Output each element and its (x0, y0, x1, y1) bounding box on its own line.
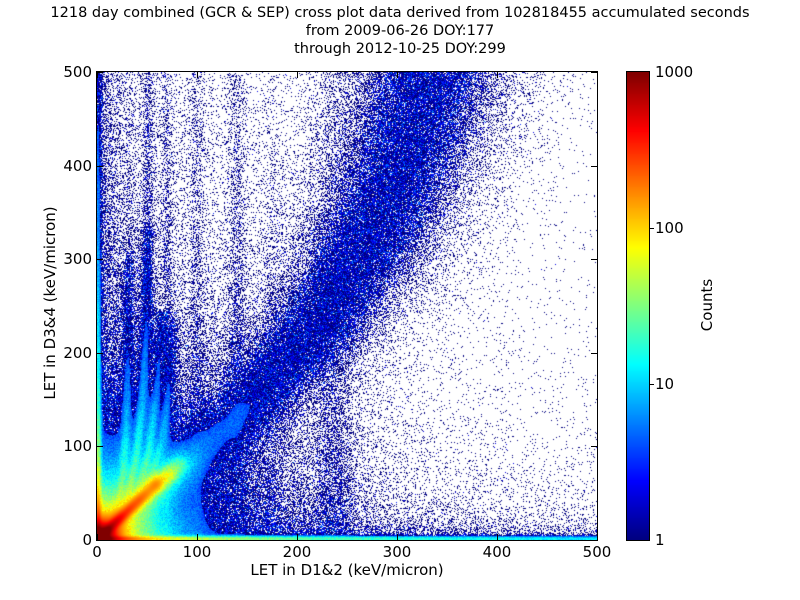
y-tick (97, 165, 103, 167)
y-tick-label: 100 (63, 437, 92, 456)
y-tick-right (591, 446, 597, 448)
x-tick-label: 200 (282, 543, 312, 561)
y-tick-right (591, 165, 597, 167)
x-tick-top (397, 72, 398, 78)
y-tick-right (591, 352, 597, 354)
plot-title-line-2: from 2009-06-26 DOY:177 (305, 23, 495, 39)
y-tick-label: 300 (63, 250, 92, 269)
y-tick-right (591, 259, 597, 261)
colorbar-tick (650, 384, 654, 385)
plot-title-line-3: through 2012-10-25 DOY:299 (294, 41, 506, 57)
y-tick-label: 0 (82, 531, 92, 549)
plot-title-line-1: 1218 day combined (GCR & SEP) cross plot… (50, 5, 750, 21)
colorbar-tick-label: 1000 (655, 63, 694, 81)
x-tick (297, 534, 298, 540)
plot-frame (96, 71, 598, 541)
x-tick (197, 534, 198, 540)
x-tick-top (197, 72, 198, 78)
x-tick-top (97, 72, 98, 78)
x-tick-top (297, 72, 298, 78)
x-tick-label: 0 (92, 543, 102, 561)
x-axis-label: LET in D1&2 (keV/micron) (250, 561, 444, 579)
y-tick (97, 352, 103, 354)
y-tick-right (591, 72, 597, 73)
y-tick (97, 446, 103, 448)
x-tick (597, 534, 598, 540)
colorbar-gradient-canvas (627, 72, 649, 540)
x-tick-label: 400 (482, 543, 512, 561)
x-tick (497, 534, 498, 540)
colorbar-tick-label: 1 (655, 531, 665, 549)
x-tick (397, 534, 398, 540)
x-tick-label: 500 (582, 543, 612, 561)
y-tick (97, 72, 103, 73)
x-tick-label: 300 (382, 543, 412, 561)
colorbar-tick-label: 100 (655, 219, 684, 237)
y-tick (97, 540, 103, 541)
colorbar-tick (650, 228, 654, 229)
x-tick-label: 100 (182, 543, 212, 561)
x-tick-top (597, 72, 598, 78)
density-plot-canvas (97, 72, 597, 540)
y-tick-label: 500 (63, 63, 92, 81)
y-tick-right (591, 540, 597, 541)
colorbar-frame (626, 71, 650, 541)
x-tick-top (497, 72, 498, 78)
colorbar-tick-label: 10 (655, 375, 675, 393)
y-tick-label: 200 (63, 343, 92, 362)
x-tick (97, 534, 98, 540)
y-tick (97, 259, 103, 261)
y-tick-label: 400 (63, 156, 92, 175)
